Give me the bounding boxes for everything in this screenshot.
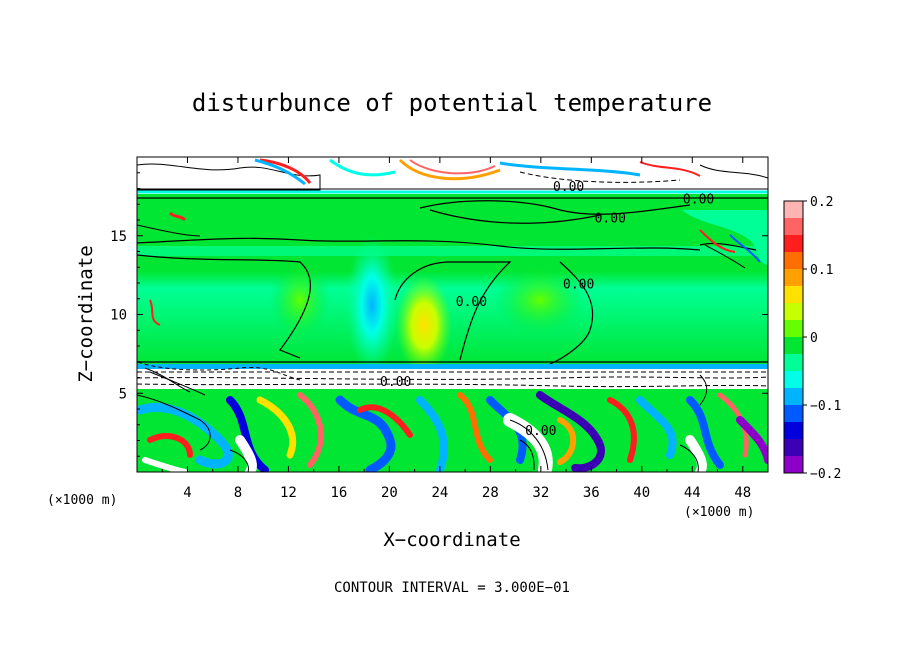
- colorbar-tick-label: −0.2: [810, 467, 841, 482]
- x-axis: 4 8 12 16 20 24 28 32 36 40 44 48: [161, 157, 751, 501]
- contour-label: 0.00: [683, 193, 714, 208]
- lower-contours: [137, 361, 708, 472]
- left-patch: [137, 211, 201, 326]
- colorbar-tick-label: 0: [810, 331, 818, 346]
- upper-texture: [137, 158, 768, 194]
- transition-contours: [137, 371, 768, 388]
- cyan-anomaly: [346, 235, 398, 375]
- x-tick-label: 16: [330, 485, 347, 501]
- x-unit-label-right: (×1000 m): [684, 505, 754, 520]
- colorbar-swatch: [784, 422, 803, 440]
- y-tick-label: 10: [110, 308, 127, 324]
- y-axis-label: Z−coordinate: [75, 245, 97, 382]
- contour-interval-text: CONTOUR INTERVAL = 3.000E−01: [334, 580, 570, 596]
- x-tick-label: 32: [532, 485, 549, 501]
- colorbar-swatch: [784, 371, 803, 389]
- mid-layer-band: [137, 194, 768, 366]
- colorbar-swatch: [784, 252, 803, 270]
- colorbar-swatch: [784, 218, 803, 236]
- yellow-anomaly: [396, 275, 452, 375]
- y-tick-label: 15: [110, 229, 127, 245]
- right-patch: [682, 210, 768, 269]
- contour-label: 0.00: [563, 278, 594, 293]
- x-tick-label: 28: [482, 485, 499, 501]
- colorbar-swatch: [784, 337, 803, 355]
- colorbar-tick-label: 0.2: [810, 195, 833, 210]
- x-tick-label: 12: [280, 485, 297, 501]
- x-unit-label-left: (×1000 m): [47, 493, 117, 508]
- contour-label: 0.00: [553, 180, 584, 195]
- x-tick-label: 44: [684, 485, 701, 501]
- contour-label: 0.00: [456, 295, 487, 310]
- x-axis-label: X−coordinate: [383, 529, 520, 551]
- contour-label: 0.00: [525, 424, 556, 439]
- colorbar-tick-label: −0.1: [810, 399, 841, 414]
- colorbar-swatch: [784, 354, 803, 372]
- contour-labels: 0.00 0.00 0.00 0.00 0.00 0.00 0.00: [380, 180, 714, 439]
- colorbar-swatch: [784, 235, 803, 253]
- mid-contours: [137, 197, 768, 365]
- y-tick-label: 5: [119, 386, 127, 402]
- colorbar-swatch: [784, 303, 803, 321]
- colorbar: 0.2 0.1 0 −0.1 −0.2: [783, 195, 841, 482]
- chart-title: disturbunce of potential temperature: [192, 89, 712, 117]
- colorbar-swatch: [784, 405, 803, 423]
- colorbar-swatch: [784, 439, 803, 457]
- lower-swirls: [137, 391, 768, 472]
- x-tick-label: 40: [633, 485, 650, 501]
- contour-label: 0.00: [380, 375, 411, 390]
- y-axis: 5 10 15: [110, 172, 768, 457]
- colorbar-swatch: [784, 388, 803, 406]
- plot-area: 0.00 0.00 0.00 0.00 0.00 0.00 0.00: [137, 157, 768, 472]
- x-tick-label: 4: [183, 485, 191, 501]
- colorbar-swatch: [784, 320, 803, 338]
- colorbar-swatch: [784, 269, 803, 287]
- colorbar-tick-label: 0.1: [810, 263, 833, 278]
- x-tick-label: 24: [431, 485, 448, 501]
- x-tick-label: 36: [583, 485, 600, 501]
- x-tick-label: 8: [234, 485, 242, 501]
- colorbar-swatch: [784, 456, 803, 474]
- x-tick-label: 48: [734, 485, 751, 501]
- colorbar-swatch: [784, 286, 803, 304]
- colorbar-swatch: [784, 201, 803, 219]
- contour-label: 0.00: [595, 211, 626, 226]
- x-tick-label: 20: [381, 485, 398, 501]
